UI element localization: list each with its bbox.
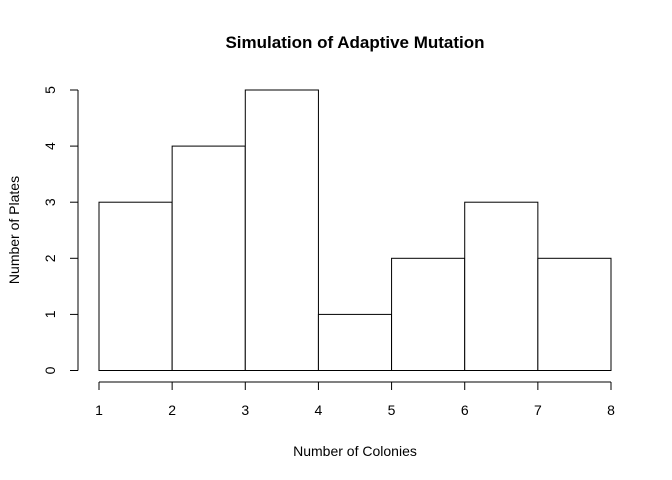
y-axis: 0 1 2 3 4 5 [42, 86, 79, 374]
chart-title: Simulation of Adaptive Mutation [225, 33, 484, 52]
bar-3 [317, 313, 393, 371]
bars-group [98, 89, 612, 371]
x-tick-label-5: 5 [388, 402, 396, 418]
y-tick-label-1: 1 [42, 310, 58, 318]
bar-1 [171, 145, 246, 371]
y-tick-label-5: 5 [42, 86, 58, 94]
y-tick-label-0: 0 [42, 366, 58, 374]
y-axis-title: Number of Plates [6, 176, 22, 284]
x-tick-label-7: 7 [534, 402, 542, 418]
bar-5 [464, 201, 539, 371]
x-tick-label-2: 2 [168, 402, 176, 418]
y-tick-label-3: 3 [42, 198, 58, 206]
x-tick-label-4: 4 [315, 402, 323, 418]
x-axis: 1 2 3 4 5 6 7 8 [95, 381, 615, 418]
x-tick-label-1: 1 [95, 402, 103, 418]
bar-4 [391, 257, 466, 371]
bar-0 [98, 201, 173, 371]
y-tick-label-4: 4 [42, 142, 58, 150]
y-tick-label-2: 2 [42, 254, 58, 262]
x-tick-label-3: 3 [241, 402, 249, 418]
x-tick-label-6: 6 [461, 402, 469, 418]
x-axis-title: Number of Colonies [293, 443, 417, 459]
x-tick-label-8: 8 [607, 402, 615, 418]
bar-6 [537, 257, 612, 371]
bar-2 [244, 89, 319, 371]
